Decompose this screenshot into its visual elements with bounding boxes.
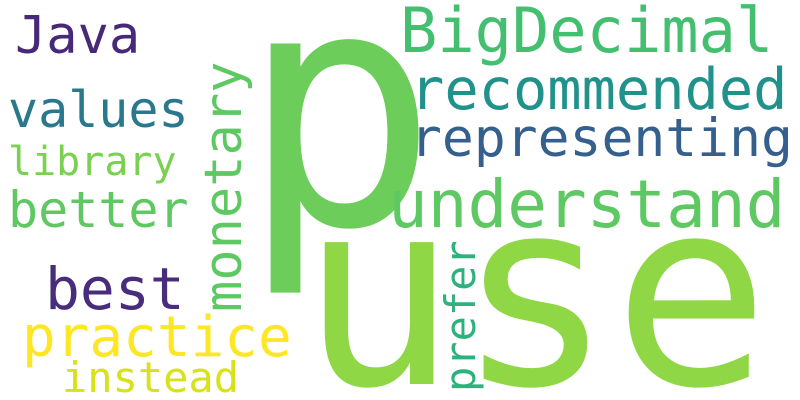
word-monetary: monetary: [194, 61, 254, 312]
word-library: library: [8, 139, 177, 185]
word-representing: representing: [410, 108, 793, 169]
word-understand: understand: [388, 166, 786, 243]
word-values: values: [8, 81, 189, 139]
word-java: Java: [15, 6, 141, 66]
word-recommended: recommended: [410, 57, 788, 123]
word-best: best: [45, 255, 185, 323]
word-prefer: prefer: [436, 240, 485, 392]
word-instead: instead: [62, 353, 240, 400]
word-bigdecimal: BigDecimal: [400, 0, 774, 67]
word-better: better: [8, 181, 189, 239]
word-use: use: [300, 144, 770, 400]
word-practice: practice: [22, 305, 292, 370]
word-p: p: [240, 0, 439, 302]
